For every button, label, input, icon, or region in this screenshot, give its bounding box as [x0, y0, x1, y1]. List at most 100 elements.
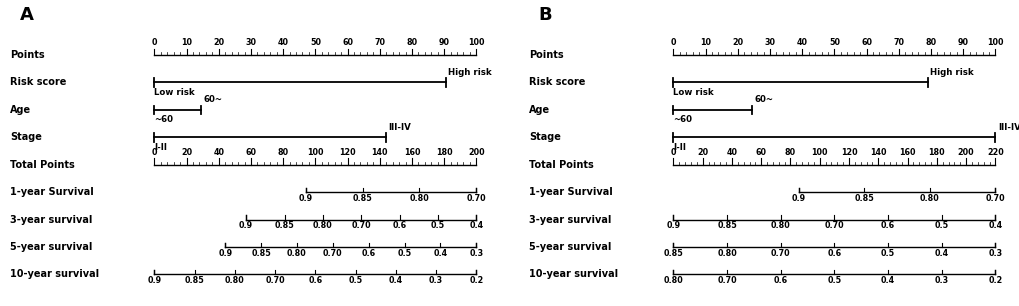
Text: 0.6: 0.6: [362, 249, 375, 258]
Text: 20: 20: [180, 148, 192, 157]
Text: Stage: Stage: [10, 132, 42, 142]
Text: 0.5: 0.5: [933, 221, 948, 230]
Text: 10-year survival: 10-year survival: [529, 269, 618, 279]
Text: 70: 70: [893, 39, 904, 47]
Text: 0.6: 0.6: [826, 249, 841, 258]
Text: 0.2: 0.2: [469, 276, 483, 285]
Text: 100: 100: [307, 148, 323, 157]
Text: 0.80: 0.80: [663, 276, 683, 285]
Text: I-II: I-II: [154, 143, 167, 152]
Text: 200: 200: [957, 148, 973, 157]
Text: 0.4: 0.4: [469, 221, 483, 230]
Text: 1-year Survival: 1-year Survival: [529, 187, 612, 197]
Text: 120: 120: [339, 148, 356, 157]
Text: I-II: I-II: [673, 143, 686, 152]
Text: 0.6: 0.6: [772, 276, 787, 285]
Text: 0.3: 0.3: [469, 249, 483, 258]
Text: 180: 180: [927, 148, 945, 157]
Text: 0.6: 0.6: [392, 221, 407, 230]
Text: 60: 60: [246, 148, 256, 157]
Text: 0.70: 0.70: [823, 221, 844, 230]
Text: 0.70: 0.70: [984, 194, 1004, 203]
Text: 0.80: 0.80: [716, 249, 736, 258]
Text: 30: 30: [764, 39, 774, 47]
Text: 0.80: 0.80: [410, 194, 429, 203]
Text: Risk score: Risk score: [529, 77, 585, 88]
Text: 0: 0: [152, 39, 157, 47]
Text: 60~: 60~: [203, 95, 222, 104]
Text: Low risk: Low risk: [154, 88, 195, 97]
Text: High risk: High risk: [929, 68, 973, 77]
Text: Risk score: Risk score: [10, 77, 66, 88]
Text: 0.80: 0.80: [225, 276, 245, 285]
Text: Low risk: Low risk: [673, 88, 713, 97]
Text: 0.9: 0.9: [791, 194, 805, 203]
Text: 0: 0: [152, 148, 157, 157]
Text: 5-year survival: 5-year survival: [529, 242, 611, 252]
Text: 0.70: 0.70: [716, 276, 736, 285]
Text: 140: 140: [869, 148, 886, 157]
Text: 0.4: 0.4: [388, 276, 403, 285]
Text: III-IV: III-IV: [388, 123, 411, 132]
Text: 70: 70: [374, 39, 385, 47]
Text: 50: 50: [310, 39, 321, 47]
Text: 80: 80: [924, 39, 935, 47]
Text: 0: 0: [669, 39, 676, 47]
Text: 0.4: 0.4: [933, 249, 948, 258]
Text: 0.9: 0.9: [299, 194, 313, 203]
Text: 40: 40: [213, 148, 224, 157]
Text: 10-year survival: 10-year survival: [10, 269, 99, 279]
Text: 0.3: 0.3: [933, 276, 948, 285]
Text: 0: 0: [669, 148, 676, 157]
Text: 10: 10: [181, 39, 192, 47]
Text: 0.70: 0.70: [323, 249, 342, 258]
Text: 80: 80: [785, 148, 795, 157]
Text: 90: 90: [957, 39, 968, 47]
Text: 0.9: 0.9: [218, 249, 232, 258]
Text: Age: Age: [10, 105, 32, 115]
Text: 180: 180: [435, 148, 452, 157]
Text: 60: 60: [755, 148, 766, 157]
Text: 1-year Survival: 1-year Survival: [10, 187, 94, 197]
Text: ~60: ~60: [154, 115, 173, 125]
Text: 0.85: 0.85: [184, 276, 204, 285]
Text: 0.85: 0.85: [274, 221, 294, 230]
Text: 160: 160: [899, 148, 915, 157]
Text: 120: 120: [840, 148, 857, 157]
Text: Age: Age: [529, 105, 550, 115]
Text: 0.85: 0.85: [854, 194, 873, 203]
Text: 0.9: 0.9: [147, 276, 161, 285]
Text: 80: 80: [277, 148, 288, 157]
Text: 0.80: 0.80: [919, 194, 938, 203]
Text: B: B: [538, 6, 552, 24]
Text: 10: 10: [699, 39, 710, 47]
Text: Total Points: Total Points: [10, 160, 74, 170]
Text: Total Points: Total Points: [529, 160, 593, 170]
Text: 60~: 60~: [754, 95, 773, 104]
Text: 5-year survival: 5-year survival: [10, 242, 93, 252]
Text: Points: Points: [10, 50, 45, 60]
Text: 40: 40: [277, 39, 288, 47]
Text: 0.4: 0.4: [433, 249, 447, 258]
Text: 0.85: 0.85: [353, 194, 372, 203]
Text: 0.5: 0.5: [826, 276, 841, 285]
Text: A: A: [19, 6, 34, 24]
Text: 90: 90: [438, 39, 449, 47]
Text: 0.6: 0.6: [308, 276, 322, 285]
Text: 40: 40: [796, 39, 807, 47]
Text: 0.5: 0.5: [397, 249, 412, 258]
Text: 40: 40: [726, 148, 737, 157]
Text: 3-year survival: 3-year survival: [529, 215, 611, 225]
Text: 30: 30: [246, 39, 256, 47]
Text: 3-year survival: 3-year survival: [10, 215, 93, 225]
Text: 0.4: 0.4: [987, 221, 1002, 230]
Text: 0.5: 0.5: [880, 249, 895, 258]
Text: 0.80: 0.80: [770, 221, 790, 230]
Text: 0.85: 0.85: [716, 221, 736, 230]
Text: 100: 100: [468, 39, 484, 47]
Text: 0.70: 0.70: [466, 194, 486, 203]
Text: 80: 80: [406, 39, 417, 47]
Text: III-IV: III-IV: [997, 123, 1019, 132]
Text: 0.85: 0.85: [663, 249, 683, 258]
Text: Stage: Stage: [529, 132, 560, 142]
